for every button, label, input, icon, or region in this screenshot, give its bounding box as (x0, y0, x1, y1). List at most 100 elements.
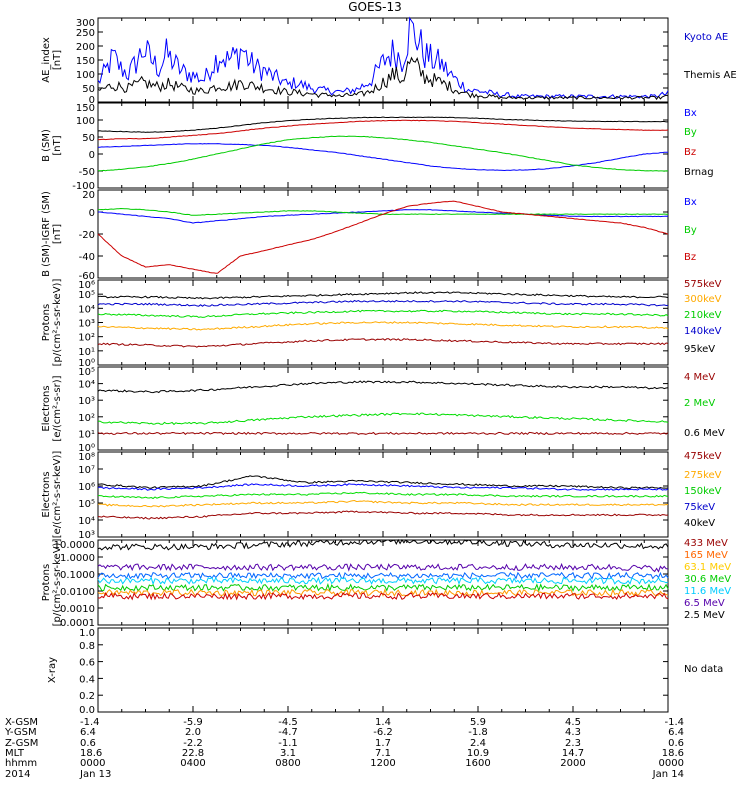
legend-entry: 11.6 MeV (684, 586, 731, 597)
legend-entry: 150keV (684, 486, 722, 497)
panel-frame (97, 366, 669, 451)
series-line-Themis-AE (97, 56, 669, 101)
y-axis-unit: [e/(cm²-s-sr)] (52, 375, 63, 441)
y-tick-label: 10³ (78, 396, 95, 407)
ephemeris-cell: Jan 13 (80, 768, 112, 780)
ephemeris-cell: -1.4 (80, 717, 100, 728)
no-data-note: No data (684, 664, 723, 675)
series-line-575keV (97, 291, 669, 300)
ephemeris-cell: 0000 (658, 758, 684, 770)
y-tick-label: 150 (76, 103, 95, 114)
ephemeris-row-label: 2014 (5, 768, 31, 780)
ephemeris-cell: 0400 (180, 758, 206, 770)
ephemeris-cell: 4.3 (565, 727, 581, 739)
ephemeris-cell: 1.7 (375, 737, 391, 749)
y-tick-label: 0 (89, 150, 95, 161)
y-axis-unit: [nT] (52, 50, 63, 70)
y-tick-label: 0.0100 (60, 587, 95, 598)
ephemeris-row-label: Z-GSM (5, 737, 39, 749)
legend-entry: 63.1 MeV (684, 562, 731, 573)
y-tick-label: 10⁷ (78, 465, 95, 476)
y-tick-label: 10⁸ (78, 452, 95, 463)
series-line-Kyoto-AE (97, 16, 669, 100)
series-line-40keV (97, 510, 669, 520)
series-line-140keV (97, 321, 669, 331)
y-tick-label: 10⁴ (78, 516, 95, 527)
series-line-2-MeV (97, 412, 669, 426)
legend-entry: Brnag (684, 167, 714, 178)
y-tick-label: 0 (89, 95, 95, 106)
y-tick-label: 0.0 (79, 705, 95, 716)
legend-entry: Bz (684, 147, 696, 158)
y-tick-label: 100 (76, 70, 95, 81)
legend-entry: Bx (684, 197, 697, 208)
y-tick-label: 0 (89, 208, 95, 219)
series-line-433-MeV (97, 538, 669, 551)
legend-entry: Kyoto AE (684, 32, 728, 43)
y-axis-unit: [e/(cm²-s-sr-keV)] (52, 451, 63, 539)
y-tick-label: 0.6 (79, 658, 95, 669)
legend-entry: 2 MeV (684, 398, 715, 409)
legend-entry: 4 MeV (684, 372, 715, 383)
series-line-Bx (98, 143, 669, 172)
y-tick-label: 10¹ (78, 347, 95, 358)
ephemeris-cell: 18.6 (661, 747, 684, 759)
legend-entry: 75keV (684, 502, 715, 513)
series-line-Bx (98, 209, 669, 224)
y-tick-label: 10⁰ (78, 443, 95, 454)
legend-entry: 6.5 MeV (684, 598, 725, 609)
y-tick-label: -40 (79, 252, 95, 263)
series-line-275keV (97, 483, 669, 491)
ephemeris-cell: 6.4 (668, 727, 684, 739)
ephemeris-cell: 1600 (465, 758, 491, 770)
ephemeris-cell: 0.6 (80, 737, 96, 749)
y-axis-label: B (SM)-IGRF (SM) (41, 191, 52, 277)
legend-entry: 140keV (684, 326, 722, 337)
panel-frame (97, 451, 669, 538)
y-tick-label: 1.0000 (60, 553, 95, 564)
y-tick-label: -50 (79, 167, 95, 178)
ephemeris-cell: Jan 14 (652, 768, 684, 780)
y-axis-label: X-ray (47, 657, 58, 683)
ephemeris-cell: 0000 (80, 758, 106, 770)
ephemeris-cell: 0800 (275, 758, 301, 770)
y-tick-label: 100 (76, 116, 95, 127)
panel-frame (97, 102, 669, 189)
y-tick-label: 0.2 (79, 691, 95, 702)
panel-frame (97, 189, 669, 279)
series-line-75keV (97, 499, 669, 508)
ephemeris-cell: 14.7 (561, 747, 585, 759)
series-line-2.5-MeV (97, 591, 669, 601)
series-line-11.6-MeV (97, 582, 669, 593)
legend-entry: 165 MeV (684, 550, 728, 561)
series-line-63.1-MeV (97, 571, 669, 580)
legend-entry: 300keV (684, 294, 722, 305)
y-axis-label: AE_index (41, 37, 52, 83)
y-tick-label: 10⁰ (78, 358, 95, 369)
legend-entry: 95keV (684, 344, 715, 355)
legend-entry: By (684, 225, 697, 236)
legend-entry: 475keV (684, 451, 722, 462)
series-line-Bz (98, 119, 669, 141)
ephemeris-cell: 1200 (370, 758, 396, 770)
ephemeris-cell: 5.9 (470, 717, 486, 728)
ephemeris-cell: -1.1 (278, 737, 298, 749)
y-tick-label: 10⁵ (78, 290, 95, 301)
y-tick-label: -20 (79, 230, 95, 241)
ephemeris-cell: 2.0 (185, 727, 201, 739)
y-axis-unit: [p/(cm²-s-sr-keV)] (52, 539, 63, 627)
series-line-210keV (97, 309, 669, 318)
y-tick-label: 0.4 (79, 674, 95, 685)
y-tick-label: 10⁵ (78, 499, 95, 510)
y-tick-label: 10⁶ (78, 482, 95, 493)
legend-entry: Themis AE (683, 70, 737, 81)
series-line-4-MeV (97, 380, 669, 394)
series-line-6.5-MeV (97, 588, 669, 597)
series-line-By (97, 135, 669, 172)
series-line-Bz (97, 200, 669, 274)
y-tick-label: 10² (78, 413, 95, 424)
y-axis-label: Protons (41, 564, 52, 601)
ephemeris-cell: 22.8 (181, 747, 205, 759)
legend-entry: 2.5 MeV (684, 610, 725, 621)
series-line-300keV (97, 299, 669, 307)
